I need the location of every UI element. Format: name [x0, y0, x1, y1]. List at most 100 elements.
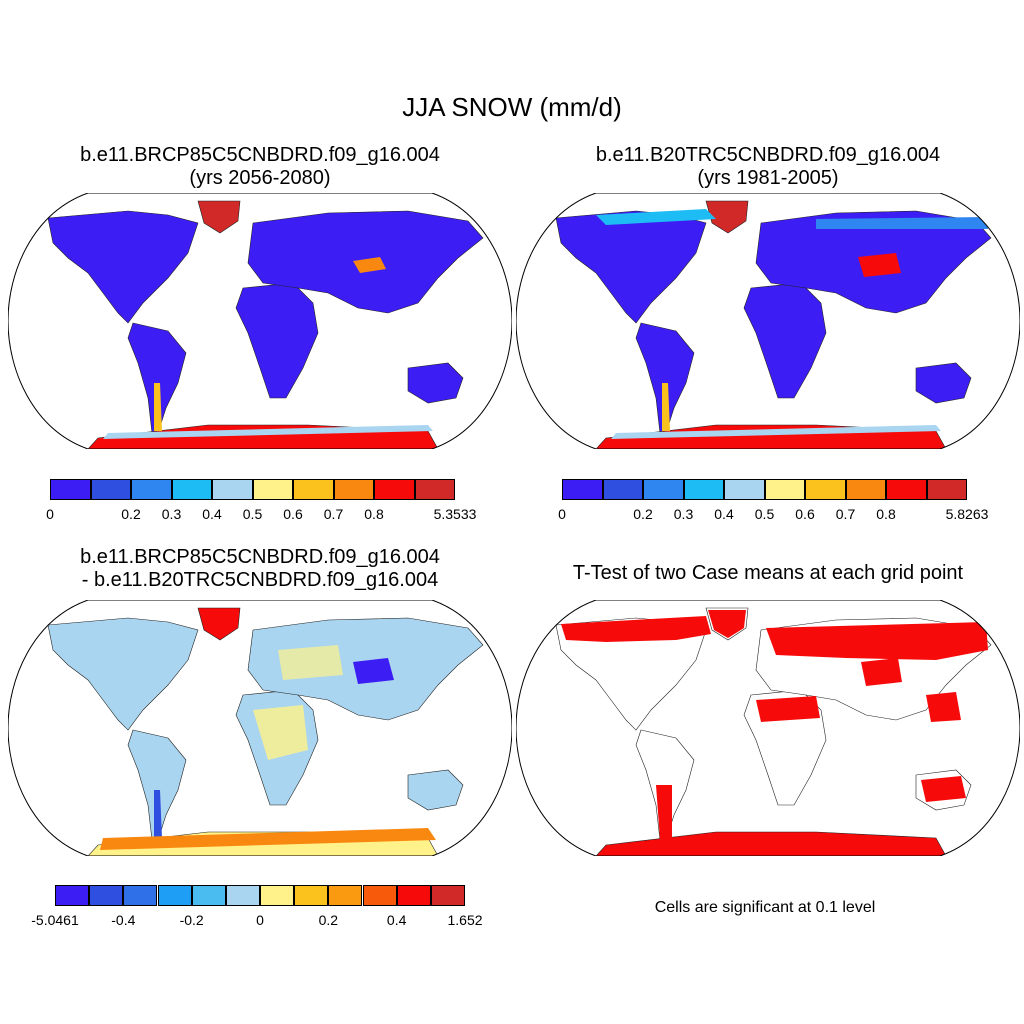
colorbar-swatch — [926, 479, 967, 500]
colorbar-swatch — [362, 885, 397, 906]
greenland — [705, 200, 749, 234]
colorbar-tick-label: -0.4 — [111, 912, 136, 928]
colorbar-swatch — [845, 479, 886, 500]
antarctica-edge — [103, 425, 433, 439]
colorbar-tick-label: 0.5 — [754, 506, 775, 522]
colorbar-tick-label: 0 — [558, 506, 566, 522]
colorbar-tick-label: 0.2 — [121, 506, 141, 522]
colorbar-tick-label: 0.4 — [714, 506, 734, 522]
colorbar-swatch — [293, 479, 334, 500]
north-america — [47, 617, 199, 731]
panel-title-line1: b.e11.B20TRC5CNBDRD.f09_g16.004 — [595, 144, 941, 166]
colorbar-tick-label: 0.2 — [633, 506, 653, 522]
australia-significant — [921, 776, 966, 802]
map-bottom-left — [8, 600, 512, 856]
colorbar-swatch — [414, 479, 455, 500]
map-top-left — [8, 193, 512, 449]
colorbar-tick-label: 0.4 — [202, 506, 222, 522]
colorbar-swatch — [643, 479, 684, 500]
colorbar-tick-label: 0.8 — [876, 506, 896, 522]
colorbar-tick-label: 0.7 — [323, 506, 344, 522]
antarctica — [595, 831, 947, 856]
panel-title-line1: T-Test of two Case means at each grid po… — [572, 562, 964, 584]
panel-title-line2: (yrs 1981-2005) — [697, 167, 839, 189]
tibet-snow — [858, 253, 901, 277]
greenland-significant — [708, 610, 746, 638]
colorbar-tick-label: 0 — [46, 506, 54, 522]
map-border — [516, 193, 1020, 449]
significant-cells — [561, 610, 988, 840]
colorbar-tick-label: -0.2 — [179, 912, 204, 928]
colorbar-swatch — [805, 479, 846, 500]
map-top-right — [516, 193, 1020, 449]
se-asia-significant — [926, 692, 961, 722]
andes-snow — [662, 383, 670, 431]
colorbar-swatch — [886, 479, 927, 500]
colorbar-swatch — [123, 885, 158, 906]
colorbar-swatch — [562, 479, 603, 500]
africa-significant — [756, 696, 820, 722]
colorbar-swatch — [252, 479, 293, 500]
colorbar-swatch — [260, 885, 295, 906]
colorbar-swatch — [225, 885, 260, 906]
colorbar-swatch — [55, 885, 90, 906]
south-america-significant — [656, 785, 672, 840]
colorbar-tick-label: 0.7 — [835, 506, 856, 522]
greenland — [197, 200, 241, 234]
arctic-significant — [561, 616, 711, 642]
panel-title-line1: b.e11.BRCP85C5CNBDRD.f09_g16.004 — [80, 546, 440, 568]
australia — [915, 362, 972, 404]
map-border — [516, 600, 1020, 856]
arctic-snow — [596, 209, 716, 225]
colorbar-swatch — [89, 885, 124, 906]
colorbar-swatch — [602, 479, 643, 500]
greenland — [197, 607, 241, 641]
africa-increase — [253, 705, 308, 760]
panel-title-line1: b.e11.BRCP85C5CNBDRD.f09_g16.004 — [80, 144, 440, 166]
australia — [407, 362, 464, 404]
colorbar-tick-label: 0.4 — [386, 912, 407, 928]
significance-note: Cells are significant at 0.1 level — [654, 899, 876, 916]
panel-title-bottom-left: b.e11.BRCP85C5CNBDRD.f09_g16.004 - b.e11… — [10, 546, 510, 592]
siberia-significant — [766, 622, 988, 660]
colorbar-swatch — [90, 479, 131, 500]
main-title: JJA SNOW (mm/d) — [402, 92, 622, 122]
colorbar-swatch — [50, 479, 91, 500]
colorbar-swatch — [157, 885, 192, 906]
colorbar-tick-label: -5.0461 — [31, 912, 79, 928]
colorbar-swatch — [294, 885, 329, 906]
panel-title-bottom-right: T-Test of two Case means at each grid po… — [518, 562, 1018, 585]
colorbar-tick-label: 5.8263 — [945, 506, 989, 522]
colorbar-top-left: 0 0.2 0.3 0.4 0.5 0.6 0.7 0.8 5.3533 — [46, 479, 476, 522]
snow-highlights — [596, 209, 988, 439]
tibet-decrease — [353, 658, 394, 684]
antarctica-edge — [611, 425, 941, 439]
africa — [235, 282, 319, 399]
snow-highlights — [103, 257, 433, 439]
colorbar-tick-label: 5.3533 — [433, 506, 477, 522]
colorbar-top-right: 0 0.2 0.3 0.4 0.5 0.6 0.7 0.8 5.8263 — [558, 479, 988, 522]
difference-highlights — [100, 645, 436, 850]
panel-title-line2: (yrs 2056-2080) — [189, 167, 331, 189]
colorbar-swatch — [724, 479, 765, 500]
map-border — [8, 193, 512, 449]
map-bottom-right — [516, 600, 1020, 856]
colorbar-tick-label: 0.8 — [364, 506, 384, 522]
panel-title-top-left: b.e11.BRCP85C5CNBDRD.f09_g16.004 (yrs 20… — [10, 144, 510, 190]
colorbar-tick-label: 0.3 — [673, 506, 694, 522]
colorbar-tick-label: 0.3 — [161, 506, 182, 522]
tibet-significant — [861, 658, 902, 686]
north-america — [47, 210, 199, 324]
colorbar-swatch — [171, 479, 212, 500]
colorbar-swatch — [396, 885, 431, 906]
colorbar-swatch — [328, 885, 363, 906]
colorbar-swatch — [683, 479, 724, 500]
colorbar-swatch — [212, 479, 253, 500]
tibet-snow — [353, 257, 386, 273]
eurasia-increase — [278, 645, 343, 680]
colorbar-swatch — [131, 479, 172, 500]
colorbar-swatch — [333, 479, 374, 500]
colorbar-tick-label: 1.652 — [447, 912, 483, 928]
africa — [743, 282, 827, 399]
australia — [407, 769, 464, 811]
